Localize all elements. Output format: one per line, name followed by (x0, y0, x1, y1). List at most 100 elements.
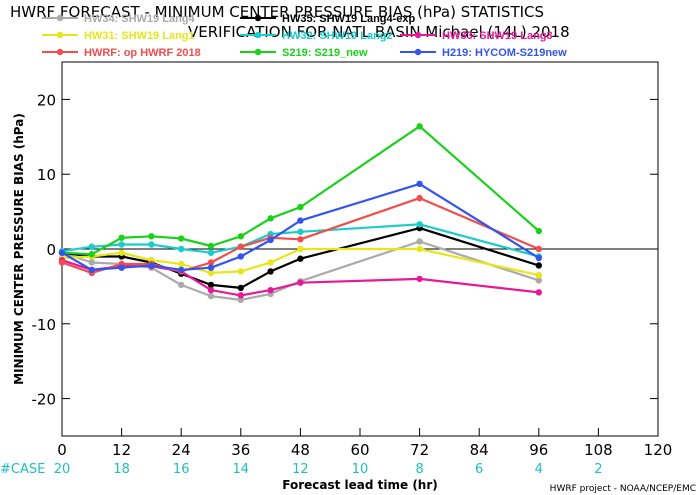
x-tick-label: 12 (112, 441, 131, 459)
series-group (58, 123, 542, 304)
data-point (297, 255, 304, 262)
case-count: 10 (352, 462, 369, 477)
data-point (297, 245, 304, 253)
case-counts: 20 18 16 14 12 10 8 6 4 2 (54, 462, 603, 477)
legend-item-7: H219: HYCOM-S219new (400, 47, 567, 59)
data-point (148, 241, 155, 248)
data-point (297, 236, 304, 243)
legend-label: HW34: SHW19 Lang4 (84, 13, 196, 25)
case-count: 8 (415, 462, 423, 477)
data-point (416, 238, 423, 245)
data-point (207, 259, 215, 266)
data-point (118, 241, 125, 248)
legend-item-5: HWRF: op HWRF 2018 (42, 47, 201, 59)
data-point (207, 286, 215, 294)
legend-item-0: HW34: SHW19 Lang4 (42, 13, 196, 25)
y-tick-label: 20 (37, 91, 56, 109)
data-point (178, 266, 185, 274)
data-point (416, 180, 423, 188)
series-6 (58, 123, 542, 258)
case-count: 2 (594, 462, 602, 477)
data-point (267, 268, 274, 275)
data-point (535, 227, 542, 235)
data-point (297, 203, 304, 211)
legend-label: HW35: SHW19 Lang4-exp (282, 13, 416, 25)
case-count: 4 (535, 462, 543, 477)
data-point (207, 281, 215, 289)
legend-label: HW31: SHW19 Lang1 (84, 30, 195, 42)
legend-item-6: S219: S219_new (240, 47, 368, 59)
data-point (237, 284, 244, 292)
y-tick-label: -10 (32, 316, 57, 334)
data-point (535, 245, 542, 253)
legend-swatch-marker (56, 14, 64, 22)
data-point (207, 249, 215, 256)
data-point (178, 260, 185, 268)
legend-swatch-marker (254, 14, 262, 22)
data-point (297, 228, 304, 235)
data-point (237, 253, 244, 260)
legend-swatch-marker (254, 31, 262, 39)
chart-subtitle: VERIFICATION FOR NATL BASIN Michael (14L… (188, 23, 570, 41)
data-point (88, 266, 96, 274)
data-point (535, 254, 542, 262)
data-point (237, 292, 244, 299)
legend-label: S219: S219_new (282, 47, 368, 59)
data-point (148, 233, 155, 240)
data-point (207, 292, 215, 300)
case-count: 14 (233, 462, 250, 477)
x-tick-label: 0 (57, 441, 67, 459)
data-point (88, 259, 96, 266)
data-point (178, 235, 185, 242)
x-tick-label: 108 (584, 441, 613, 459)
case-count: 20 (54, 462, 71, 477)
x-tick-label: 96 (529, 441, 548, 459)
legend-swatch-marker (56, 48, 64, 56)
x-axis: 0 12 24 36 48 60 72 84 96 108 120 (57, 428, 672, 459)
data-point (535, 277, 542, 284)
legend-label: HW32: SHW19 Lang2 (282, 30, 393, 42)
data-point (148, 262, 155, 269)
data-point (267, 286, 274, 294)
data-point (58, 249, 66, 256)
y-axis-label: MINIMUM CENTER PRESSURE BIAS (hPa) (12, 113, 26, 385)
x-tick-label: 48 (291, 441, 310, 459)
legend-label: H219: HYCOM-S219new (442, 47, 567, 59)
data-point (267, 215, 274, 222)
data-point (237, 296, 244, 304)
legend-swatch-marker (414, 48, 422, 56)
data-point (297, 279, 304, 286)
x-tick-label: 24 (172, 441, 191, 459)
y-tick-label: 0 (46, 241, 56, 259)
y-axis: -20 -10 0 10 20 (32, 91, 658, 409)
data-point (118, 264, 125, 271)
data-point (207, 269, 215, 277)
data-point (535, 271, 542, 279)
case-count: 16 (173, 462, 190, 477)
x-tick-label: 36 (231, 441, 250, 459)
data-point (416, 275, 423, 283)
data-point (58, 259, 66, 266)
x-tick-label: 84 (470, 441, 489, 459)
legend-swatch-marker (414, 31, 422, 39)
series-7 (58, 180, 542, 274)
data-point (88, 251, 96, 258)
data-point (297, 217, 304, 224)
legend-item-1: HW35: SHW19 Lang4-exp (240, 13, 416, 25)
legend-swatch-marker (56, 31, 64, 39)
series-5 (58, 194, 542, 277)
data-point (535, 262, 542, 269)
data-point (207, 242, 215, 250)
data-point (416, 245, 423, 253)
y-tick-label: -20 (32, 391, 57, 409)
data-point (237, 233, 244, 240)
legend-item-3: HW32: SHW19 Lang2 (240, 30, 393, 42)
legend-label: HWRF: op HWRF 2018 (84, 47, 201, 59)
data-point (267, 259, 274, 266)
x-axis-label: Forecast lead time (hr) (282, 478, 438, 492)
series-2 (58, 245, 542, 279)
legend-label: HW33: SHW19 Lang3 (442, 30, 553, 42)
chart-legend: HW34: SHW19 Lang4 HW35: SHW19 Lang4-exp HW… (42, 13, 567, 59)
data-point (237, 268, 244, 275)
